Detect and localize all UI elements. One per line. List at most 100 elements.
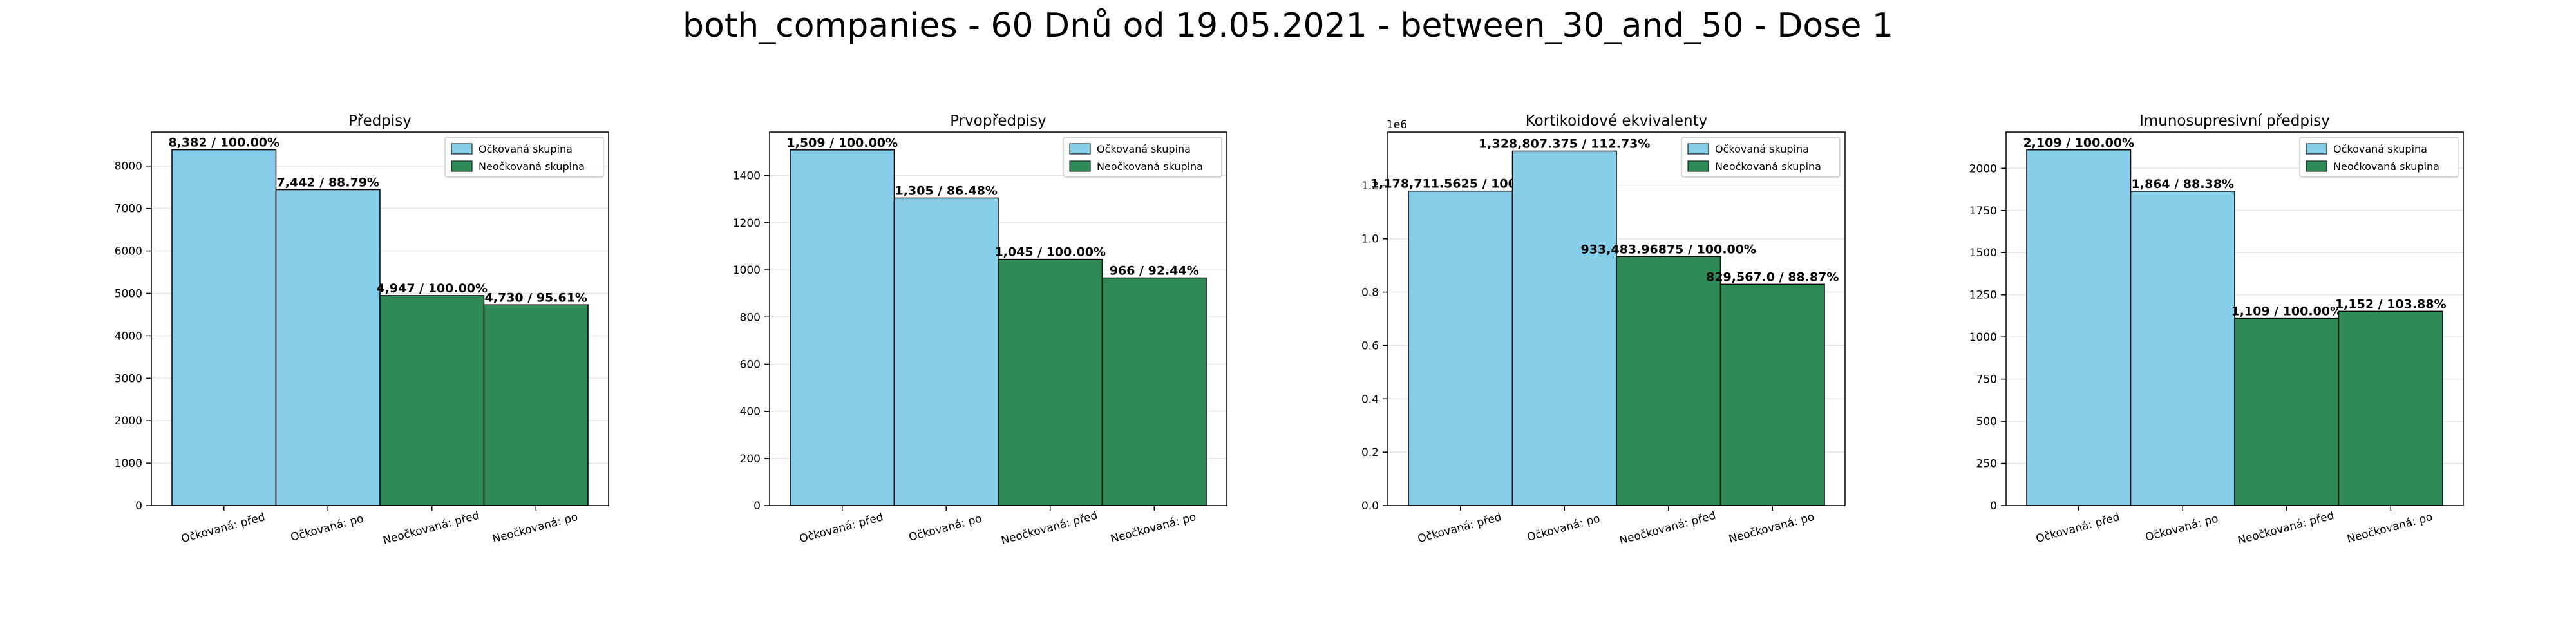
axes-frame — [769, 131, 1227, 506]
axes-frame — [1387, 131, 1846, 506]
legend-swatch — [451, 160, 473, 172]
x-tick-label: Očkovaná: po — [2144, 512, 2220, 544]
y-tick-label: 0.0 — [1361, 500, 1379, 513]
bar-value-label: 8,382 / 100.00% — [168, 136, 279, 150]
legend-swatch — [2306, 160, 2327, 172]
legend-label: Neočkovaná skupina — [1097, 160, 1203, 173]
legend-label: Očkovaná skupina — [478, 143, 573, 155]
x-tick-label: Neočkovaná: před — [1618, 509, 1717, 547]
y-tick-label: 0 — [1990, 500, 1997, 513]
x-tick-label: Neočkovaná: po — [1727, 511, 1815, 546]
y-tick-label: 4000 — [115, 330, 142, 343]
y-tick-label: 6000 — [115, 245, 142, 258]
y-tick-label: 1500 — [1969, 247, 1997, 260]
bar-value-label: 966 / 92.44% — [1110, 264, 1199, 278]
y-tick-label: 600 — [740, 358, 761, 371]
y-tick-label: 400 — [740, 406, 761, 419]
legend-label: Neočkovaná skupina — [1715, 160, 1821, 173]
bar-value-label: 1,178,711.5625 / 100.00% — [1370, 177, 1551, 191]
legend-swatch — [1069, 160, 1091, 172]
bar — [2026, 149, 2132, 506]
x-tick-label: Očkovaná: po — [907, 512, 983, 544]
legend-box — [2299, 137, 2459, 178]
y-tick-label: 0.4 — [1361, 393, 1379, 406]
bar — [998, 258, 1103, 506]
y-tick-label: 0.6 — [1361, 339, 1379, 352]
panel-title: Kortikoidové ekvivalenty — [1526, 113, 1708, 129]
y-tick-label: 1250 — [1969, 289, 1997, 302]
y-tick-label: 5000 — [115, 287, 142, 300]
bar — [483, 304, 589, 506]
y-tick-label: 1200 — [733, 217, 761, 230]
bar — [275, 189, 381, 506]
bar-value-label: 1,509 / 100.00% — [786, 136, 898, 150]
bar — [379, 295, 485, 506]
legend-label: Neočkovaná skupina — [2333, 160, 2439, 173]
y-tick-label: 250 — [1976, 458, 1997, 471]
bar — [2130, 191, 2235, 506]
y-tick-label: 200 — [740, 453, 761, 466]
bar-value-label: 4,730 / 95.61% — [485, 290, 587, 305]
figure-title: both_companies - 60 Dnů od 19.05.2021 - … — [683, 6, 1893, 45]
x-tick-label: Očkovaná: před — [798, 511, 884, 545]
bar — [171, 149, 277, 506]
legend-swatch — [1687, 143, 1709, 155]
bar-value-label: 829,567.0 / 88.87% — [1706, 270, 1839, 284]
bar — [893, 197, 999, 506]
bar-value-label: 2,109 / 100.00% — [2023, 136, 2134, 150]
y-offset-label: 1e6 — [1387, 118, 1407, 131]
legend-swatch — [451, 143, 473, 155]
y-tick-label: 2000 — [115, 415, 142, 428]
y-tick-label: 1000 — [733, 264, 761, 277]
x-tick-label: Neočkovaná: před — [2236, 509, 2335, 547]
bar-value-label: 1,305 / 86.48% — [895, 184, 998, 198]
y-tick-label: 3000 — [115, 372, 142, 385]
y-tick-label: 0 — [135, 500, 142, 513]
y-tick-label: 1000 — [1969, 331, 1997, 344]
bar — [2338, 310, 2443, 506]
y-tick-label: 800 — [740, 311, 761, 324]
y-tick-label: 500 — [1976, 415, 1997, 428]
x-tick-label: Očkovaná: po — [1526, 512, 1602, 544]
y-tick-label: 2000 — [1969, 162, 1997, 175]
panel-title: Prvopředpisy — [950, 113, 1046, 129]
legend-swatch — [1069, 143, 1091, 155]
x-tick-label: Neočkovaná: po — [2345, 511, 2434, 546]
legend-label: Očkovaná skupina — [1097, 143, 1191, 155]
bar-value-label: 1,864 / 88.38% — [2132, 177, 2234, 191]
y-tick-label: 1750 — [1969, 205, 1997, 218]
y-tick-label: 1000 — [115, 457, 142, 470]
bar-value-label: 933,483.96875 / 100.00% — [1581, 242, 1756, 256]
panel-title: Imunosupresivní předpisy — [2139, 113, 2330, 129]
bar-value-label: 7,442 / 88.79% — [277, 176, 379, 190]
x-tick-label: Očkovaná: po — [289, 512, 365, 544]
y-tick-label: 750 — [1976, 374, 1997, 386]
x-tick-label: Neočkovaná: po — [1109, 511, 1197, 546]
x-tick-label: Očkovaná: před — [2034, 511, 2121, 545]
panel-title: Předpisy — [348, 113, 412, 129]
bar — [1616, 256, 1721, 506]
bar-value-label: 1,045 / 100.00% — [994, 245, 1106, 260]
legend-label: Očkovaná skupina — [1715, 143, 1809, 155]
axes-frame — [151, 131, 609, 506]
y-tick-label: 0.8 — [1361, 287, 1379, 299]
x-tick-label: Neočkovaná: po — [491, 511, 579, 546]
legend-swatch — [1687, 160, 1709, 172]
legend-label: Očkovaná skupina — [2333, 143, 2427, 155]
legend-box — [444, 137, 604, 178]
y-tick-label: 8000 — [115, 160, 142, 173]
bar — [1511, 150, 1617, 506]
axes-frame — [2005, 131, 2464, 506]
bar — [1408, 190, 1513, 506]
bar-value-label: 1,109 / 100.00% — [2231, 305, 2342, 319]
y-tick-label: 1400 — [733, 170, 761, 183]
x-tick-label: Neočkovaná: před — [999, 509, 1099, 547]
bar-value-label: 1,152 / 103.88% — [2335, 297, 2447, 311]
bar — [1719, 283, 1825, 506]
y-tick-label: 1.0 — [1361, 233, 1379, 246]
legend-box — [1681, 137, 1841, 178]
x-tick-label: Neočkovaná: před — [381, 509, 480, 547]
legend-box — [1063, 137, 1222, 178]
y-tick-label: 0.2 — [1361, 446, 1379, 459]
